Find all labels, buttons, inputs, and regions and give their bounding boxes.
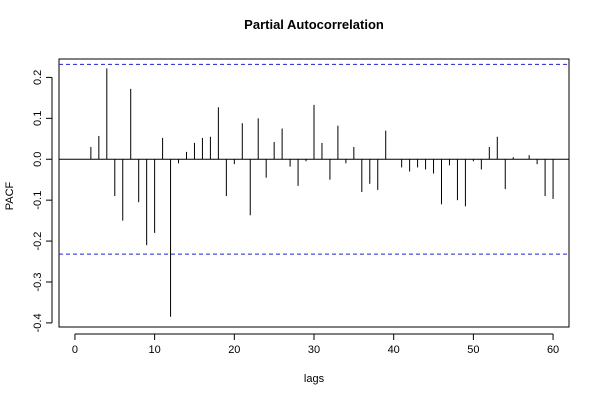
chart-title: Partial Autocorrelation xyxy=(244,17,384,32)
confidence-bounds xyxy=(59,63,569,255)
y-tick-label-4: 0.0 xyxy=(32,152,44,167)
plot-frame xyxy=(58,58,570,328)
x-tick-label-20: 20 xyxy=(228,344,240,356)
y-axis-label: PACF xyxy=(4,181,16,210)
x-tick-label-50: 50 xyxy=(467,344,479,356)
x-tick-label-0: 0 xyxy=(72,344,78,356)
y-tick-label-0: -0.4 xyxy=(32,313,44,332)
y-tick-label-3: -0.1 xyxy=(32,191,44,210)
x-axis-label: lags xyxy=(304,373,325,385)
pacf-bars xyxy=(90,68,554,317)
y-tick-label-5: 0.1 xyxy=(32,111,44,126)
x-tick-label-60: 60 xyxy=(547,344,559,356)
y-tick-label-2: -0.2 xyxy=(32,232,44,251)
x-axis: 0 10 20 30 40 50 60 xyxy=(72,333,559,356)
y-tick-label-6: 0.2 xyxy=(32,70,44,85)
y-tick-label-1: -0.3 xyxy=(32,273,44,292)
x-tick-label-10: 10 xyxy=(149,344,161,356)
x-tick-label-40: 40 xyxy=(388,344,400,356)
x-tick-label-30: 30 xyxy=(308,344,320,356)
y-axis: -0.4 -0.3 -0.2 -0.1 0.0 0.1 0.2 xyxy=(32,70,53,332)
